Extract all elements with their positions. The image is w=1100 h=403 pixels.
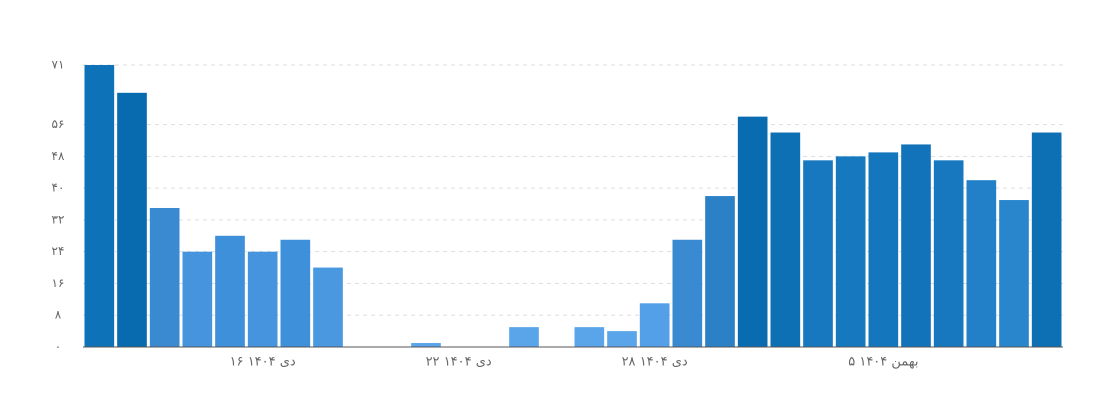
bar bbox=[313, 267, 343, 347]
bar bbox=[835, 156, 866, 347]
bar bbox=[149, 207, 180, 347]
x-tick-label: ۱۶ دی ۱۴۰۴ bbox=[230, 355, 296, 370]
bar bbox=[280, 239, 311, 347]
y-tick-label: ۱۶ bbox=[52, 276, 65, 290]
x-tick-label: ۵ بهمن ۱۴۰۴ bbox=[848, 355, 918, 370]
y-tick-label: ۰ bbox=[55, 340, 61, 354]
bar bbox=[770, 132, 801, 347]
y-tick-label: ۷۱ bbox=[52, 58, 65, 72]
bar bbox=[1031, 132, 1062, 347]
bar bbox=[117, 92, 147, 347]
bar bbox=[247, 251, 278, 347]
bar bbox=[803, 160, 833, 347]
bar bbox=[999, 200, 1029, 347]
y-tick-label: ۳۲ bbox=[52, 212, 65, 226]
y-tick-label: ۵۶ bbox=[52, 117, 65, 131]
bar bbox=[607, 331, 637, 347]
bar bbox=[639, 303, 670, 347]
bar bbox=[182, 251, 213, 347]
bar bbox=[933, 160, 964, 347]
bar bbox=[737, 116, 768, 347]
bar bbox=[574, 327, 605, 347]
bar bbox=[901, 144, 931, 347]
x-tick-label: ۲۸ دی ۱۴۰۴ bbox=[622, 355, 688, 370]
bar bbox=[215, 235, 245, 347]
y-tick-label: ۲۴ bbox=[52, 244, 65, 258]
bar bbox=[672, 239, 703, 347]
bar bbox=[509, 327, 539, 347]
y-tick-label: ۴۸ bbox=[52, 149, 65, 163]
y-tick-label: ۴۰ bbox=[52, 181, 65, 195]
bar bbox=[705, 196, 735, 347]
bar bbox=[868, 152, 899, 347]
y-tick-label: ۸ bbox=[55, 308, 62, 322]
bar bbox=[411, 343, 441, 347]
x-tick-label: ۲۲ دی ۱۴۰۴ bbox=[426, 355, 492, 370]
bar bbox=[966, 180, 997, 347]
bar bbox=[84, 65, 115, 347]
